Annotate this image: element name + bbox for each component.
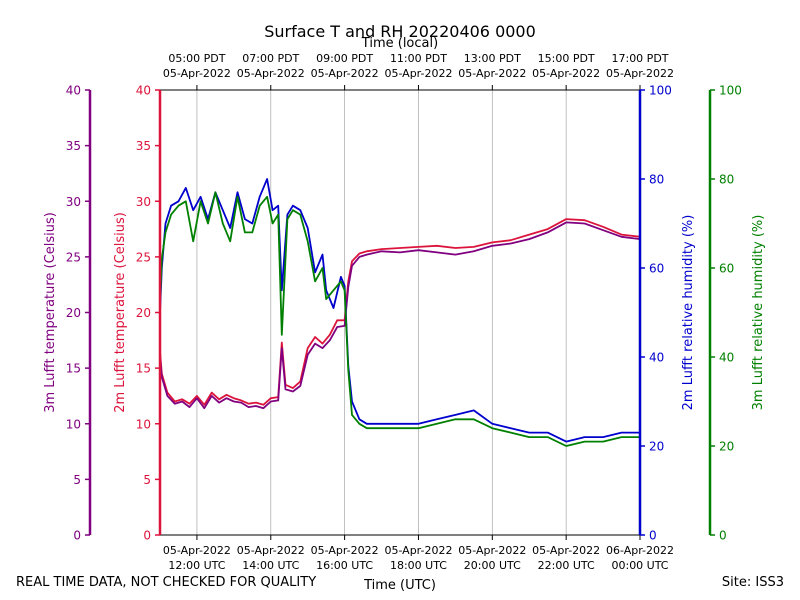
bottom-tick-label: 05-Apr-2022 [532, 544, 600, 557]
series-line-t3m [159, 221, 641, 410]
bottom-tick-label: 12:00 UTC [168, 559, 225, 572]
y-tick-label-t2m: 10 [136, 417, 151, 431]
y-tick-label-rh2m: 100 [649, 84, 672, 98]
data-quality-note: REAL TIME DATA, NOT CHECKED FOR QUALITY [16, 575, 317, 590]
chart-title: Surface T and RH 20220406 0000 [264, 22, 536, 41]
top-tick-label: 05:00 PDT [168, 52, 225, 65]
top-tick-label: 05-Apr-2022 [458, 67, 526, 80]
bottom-tick-label: 16:00 UTC [316, 559, 373, 572]
axes-layer: 05-Apr-2022 12:00 UTC 05-Apr-2022 14:00 UTC… [43, 52, 766, 572]
y-axis-label-rh3m: 3m Lufft relative humidity (%) [751, 215, 766, 411]
top-tick-label: 13:00 PDT [464, 52, 521, 65]
y-tick-label-t3m: 40 [66, 84, 81, 98]
y-tick-label-rh2m: 60 [649, 262, 664, 276]
top-tick-label: 05-Apr-2022 [163, 67, 231, 80]
bottom-axis-label: Time (UTC) [363, 578, 436, 593]
y-tick-label-t2m: 20 [136, 306, 151, 320]
y-tick-label-t2m: 15 [136, 362, 151, 376]
y-tick-label-t2m: 30 [136, 195, 151, 209]
y-tick-label-t3m: 10 [66, 417, 81, 431]
y-tick-label-t2m: 40 [136, 84, 151, 98]
series-line-rh2m [159, 178, 640, 443]
bottom-tick-label: 05-Apr-2022 [458, 544, 526, 557]
y-tick-label-rh3m: 80 [719, 173, 734, 187]
y-tick-label-t3m: 30 [66, 195, 81, 209]
top-tick-label: 05-Apr-2022 [606, 67, 674, 80]
top-tick-label: 05-Apr-2022 [237, 67, 305, 80]
top-tick-label: 17:00 PDT [611, 52, 668, 65]
bottom-tick-label: 05-Apr-2022 [311, 544, 379, 557]
y-tick-label-t2m: 35 [136, 139, 151, 153]
y-tick-label-rh3m: 0 [719, 529, 727, 543]
series-layer [159, 178, 641, 447]
y-tick-label-rh2m: 40 [649, 351, 664, 365]
y-tick-label-rh3m: 60 [719, 262, 734, 276]
series-line-rh3m [159, 191, 640, 447]
grid-layer [196, 90, 641, 535]
y-tick-label-t3m: 35 [66, 139, 81, 153]
y-tick-label-rh2m: 20 [649, 440, 664, 454]
y-axis-label-rh2m: 2m Lufft relative humidity (%) [681, 215, 696, 411]
top-tick-label: 15:00 PDT [538, 52, 595, 65]
y-tick-label-rh2m: 80 [649, 173, 664, 187]
bottom-tick-label: 06-Apr-2022 [606, 544, 674, 557]
series-line-t2m [159, 218, 641, 406]
top-tick-label: 09:00 PDT [316, 52, 373, 65]
top-axis-label: Time (local) [361, 36, 438, 51]
bottom-tick-label: 20:00 UTC [464, 559, 521, 572]
y-axis-label-t3m: 3m Lufft temperature (Celsius) [43, 212, 58, 413]
top-tick-label: 11:00 PDT [390, 52, 447, 65]
y-tick-label-t2m: 5 [143, 473, 151, 487]
y-tick-label-t3m: 20 [66, 306, 81, 320]
bottom-tick-label: 00:00 UTC [611, 559, 668, 572]
y-tick-label-t2m: 25 [136, 250, 151, 264]
y-axis-label-t2m: 2m Lufft temperature (Celsius) [113, 212, 128, 413]
bottom-tick-label: 05-Apr-2022 [237, 544, 305, 557]
y-tick-label-rh3m: 20 [719, 440, 734, 454]
y-tick-label-t3m: 0 [73, 529, 81, 543]
y-tick-label-rh3m: 40 [719, 351, 734, 365]
bottom-tick-label: 05-Apr-2022 [384, 544, 452, 557]
top-tick-label: 05-Apr-2022 [311, 67, 379, 80]
bottom-tick-label: 18:00 UTC [390, 559, 447, 572]
y-tick-label-rh2m: 0 [649, 529, 657, 543]
y-tick-label-t3m: 25 [66, 250, 81, 264]
y-tick-label-rh3m: 100 [719, 84, 742, 98]
bottom-tick-label: 05-Apr-2022 [163, 544, 231, 557]
y-tick-label-t3m: 15 [66, 362, 81, 376]
top-tick-label: 07:00 PDT [242, 52, 299, 65]
top-tick-label: 05-Apr-2022 [384, 67, 452, 80]
bottom-tick-label: 14:00 UTC [242, 559, 299, 572]
top-tick-label: 05-Apr-2022 [532, 67, 600, 80]
bottom-tick-label: 22:00 UTC [538, 559, 595, 572]
y-tick-label-t2m: 0 [143, 529, 151, 543]
y-tick-label-t3m: 5 [73, 473, 81, 487]
site-label: Site: ISS3 [721, 575, 784, 590]
